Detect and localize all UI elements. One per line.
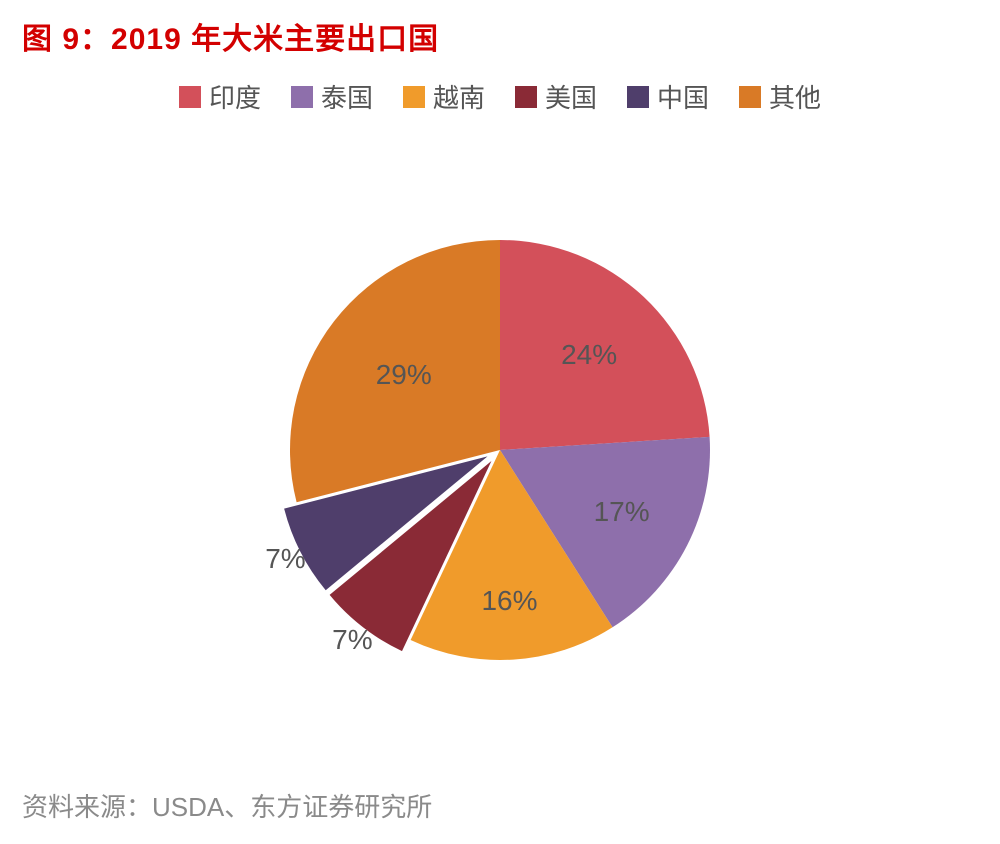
slice-label: 7% xyxy=(332,624,372,656)
slice-label: 17% xyxy=(594,496,650,528)
legend-swatch xyxy=(627,86,649,108)
legend: 印度 泰国 越南 美国 中国 其他 xyxy=(0,78,1000,115)
slice-label: 16% xyxy=(481,585,537,617)
legend-item: 印度 xyxy=(179,78,261,115)
slice-label: 29% xyxy=(376,359,432,391)
legend-label: 越南 xyxy=(433,78,485,115)
page: 图 9：2019 年大米主要出口国 印度 泰国 越南 美国 中国 其他 24% 17% 16%… xyxy=(0,0,1000,844)
pie-chart: 24% 17% 16% 7% 7% 29% xyxy=(150,190,850,710)
legend-label: 美国 xyxy=(545,78,597,115)
source-text: 资料来源：USDA、东方证券研究所 xyxy=(22,787,432,824)
legend-swatch xyxy=(515,86,537,108)
legend-item: 美国 xyxy=(515,78,597,115)
chart-title: 图 9：2019 年大米主要出口国 xyxy=(22,14,439,58)
pie-svg xyxy=(150,190,850,710)
legend-label: 其他 xyxy=(769,78,821,115)
legend-label: 中国 xyxy=(657,78,709,115)
legend-item: 越南 xyxy=(403,78,485,115)
legend-swatch xyxy=(403,86,425,108)
legend-swatch xyxy=(291,86,313,108)
legend-label: 泰国 xyxy=(321,78,373,115)
legend-item: 其他 xyxy=(739,78,821,115)
legend-label: 印度 xyxy=(209,78,261,115)
slice-label: 7% xyxy=(265,543,305,575)
legend-swatch xyxy=(179,86,201,108)
legend-item: 泰国 xyxy=(291,78,373,115)
legend-item: 中国 xyxy=(627,78,709,115)
slice-label: 24% xyxy=(561,339,617,371)
legend-swatch xyxy=(739,86,761,108)
